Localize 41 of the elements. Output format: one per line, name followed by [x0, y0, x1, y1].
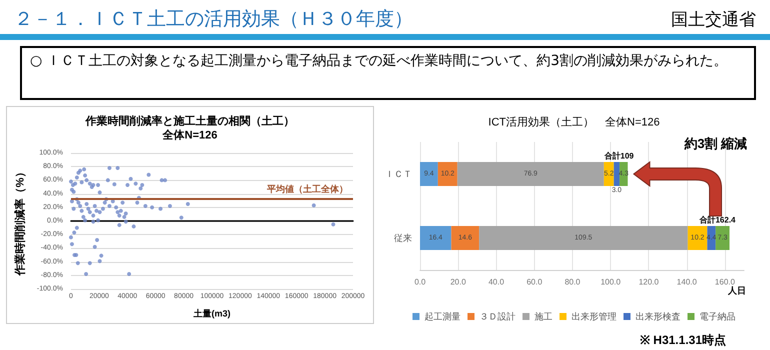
legend-label: 電子納品: [700, 312, 736, 322]
bar: [420, 226, 452, 250]
bar: [438, 162, 458, 186]
x-tick-label: 160.0: [714, 278, 736, 286]
y-tick-label: 従来: [394, 233, 412, 243]
ref-line-label: 平均値（土工全体）: [266, 184, 348, 194]
text: ※ H31.1.31時点: [640, 333, 726, 347]
y-axis-title: 作業時間削減率（%）: [14, 166, 26, 276]
text: 国土交通省: [671, 9, 756, 31]
text: ○ ＩＣＴ土工の対象となる起工測量から電子納品までの延べ作業時間について、約3割の削減効果がみられた。: [20, 46, 756, 100]
legend-label: 出来形検査: [636, 312, 680, 322]
bar: [451, 226, 480, 250]
x-tick-label: 100.0: [600, 278, 622, 286]
x-tick-label: 80.0: [564, 278, 581, 286]
x-tick-label: 0.0: [414, 278, 426, 286]
bar: [457, 162, 604, 186]
text: ２－１．ＩＣＴ土工の活用効果（Ｈ３０年度）: [14, 7, 413, 32]
bar: [420, 162, 438, 186]
bar: [604, 162, 614, 186]
x-tick-label: 120.0: [638, 278, 660, 286]
legend-label: 起工測量: [424, 312, 460, 322]
chart-title: ICT活用効果（土工） 全体N=126: [488, 116, 660, 128]
total-label: 合計162.4: [698, 216, 736, 224]
y-tick-label: ＩＣＴ: [385, 169, 412, 179]
legend-label: 施工: [534, 312, 552, 322]
bar: [614, 162, 620, 186]
legend-label: ３Ｄ設計: [480, 312, 516, 322]
x-tick-label: 20.0: [450, 278, 466, 286]
x-tick-label: 140.0: [676, 278, 698, 286]
bar: [688, 226, 708, 250]
x-tick-label: 60.0: [526, 278, 543, 286]
chart-title: 作業時間削減率と施工土量の相関（土工）: [84, 114, 294, 128]
total-label: 合計109: [603, 152, 634, 160]
x-axis-title: 人日: [727, 286, 746, 296]
bar: [479, 226, 688, 250]
chart-subtitle: 全体N=126: [162, 128, 218, 142]
x-axis-title: 土量(m3): [192, 308, 230, 318]
annotation: 約3割 縮減: [683, 136, 748, 151]
x-tick-label: 40.0: [488, 278, 505, 286]
bar: [716, 226, 730, 250]
legend-label: 出来形管理: [572, 312, 616, 322]
